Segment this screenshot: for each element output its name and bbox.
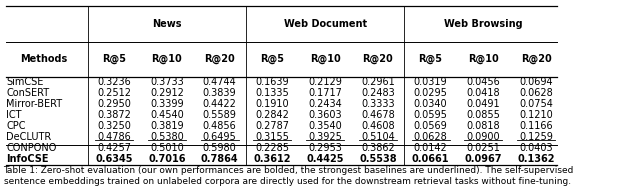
Text: 0.3925: 0.3925 (308, 132, 342, 142)
Text: 0.0754: 0.0754 (519, 99, 553, 109)
Text: 0.0900: 0.0900 (467, 132, 500, 142)
Text: 0.0818: 0.0818 (467, 121, 500, 131)
Text: 0.3236: 0.3236 (97, 77, 131, 87)
Text: 0.2512: 0.2512 (97, 88, 131, 98)
Text: 0.4744: 0.4744 (203, 77, 237, 87)
Text: R@5: R@5 (102, 54, 126, 64)
Text: Methods: Methods (20, 54, 68, 64)
Text: 0.1362: 0.1362 (517, 154, 555, 164)
Text: 0.3733: 0.3733 (150, 77, 184, 87)
Text: 0.0855: 0.0855 (467, 110, 500, 120)
Text: 0.4678: 0.4678 (361, 110, 395, 120)
Text: 0.0251: 0.0251 (467, 143, 500, 153)
Text: 0.1335: 0.1335 (255, 88, 289, 98)
Text: 0.5538: 0.5538 (359, 154, 397, 164)
Text: CONPONO: CONPONO (6, 143, 57, 153)
Text: 0.2842: 0.2842 (255, 110, 289, 120)
Text: 0.2483: 0.2483 (361, 88, 395, 98)
Text: 0.0595: 0.0595 (413, 110, 447, 120)
Text: 0.5380: 0.5380 (150, 132, 184, 142)
Text: 0.2787: 0.2787 (255, 121, 289, 131)
Text: ICT: ICT (6, 110, 22, 120)
Text: 0.6345: 0.6345 (95, 154, 133, 164)
Text: 0.1910: 0.1910 (255, 99, 289, 109)
Text: R@20: R@20 (362, 54, 393, 64)
Text: Web Document: Web Document (284, 19, 367, 29)
Text: 0.0340: 0.0340 (414, 99, 447, 109)
Text: R@20: R@20 (204, 54, 235, 64)
Text: 0.3612: 0.3612 (253, 154, 291, 164)
Text: 0.0295: 0.0295 (413, 88, 447, 98)
Text: 0.3155: 0.3155 (255, 132, 289, 142)
Text: Mirror-BERT: Mirror-BERT (6, 99, 63, 109)
Text: 0.0967: 0.0967 (465, 154, 502, 164)
Text: 0.2129: 0.2129 (308, 77, 342, 87)
Text: 0.0403: 0.0403 (519, 143, 553, 153)
Text: News: News (152, 19, 182, 29)
Text: 0.5980: 0.5980 (203, 143, 237, 153)
Text: SimCSE: SimCSE (6, 77, 44, 87)
Text: 0.0628: 0.0628 (413, 132, 447, 142)
Text: 0.4422: 0.4422 (203, 99, 237, 109)
Text: CPC: CPC (6, 121, 26, 131)
Text: Table 1: Zero-shot evaluation (our own performances are bolded, the strongest ba: Table 1: Zero-shot evaluation (our own p… (3, 166, 574, 186)
Text: 0.0628: 0.0628 (519, 88, 553, 98)
Text: R@20: R@20 (521, 54, 552, 64)
Text: 0.0694: 0.0694 (519, 77, 553, 87)
Text: 0.1259: 0.1259 (519, 132, 553, 142)
Text: 0.4786: 0.4786 (97, 132, 131, 142)
Text: 0.3603: 0.3603 (308, 110, 342, 120)
Text: R@5: R@5 (419, 54, 443, 64)
Text: ConSERT: ConSERT (6, 88, 49, 98)
Text: 0.0142: 0.0142 (413, 143, 447, 153)
Text: DeCLUTR: DeCLUTR (6, 132, 52, 142)
Text: 0.2961: 0.2961 (361, 77, 395, 87)
Text: R@10: R@10 (468, 54, 499, 64)
Text: 0.3872: 0.3872 (97, 110, 131, 120)
Text: 0.4257: 0.4257 (97, 143, 131, 153)
Text: 0.5010: 0.5010 (150, 143, 184, 153)
Text: 0.0456: 0.0456 (467, 77, 500, 87)
Text: 0.3333: 0.3333 (361, 99, 395, 109)
Text: 0.0418: 0.0418 (467, 88, 500, 98)
Text: 0.3399: 0.3399 (150, 99, 184, 109)
Text: R@10: R@10 (152, 54, 182, 64)
Text: 0.6495: 0.6495 (203, 132, 237, 142)
Text: 0.7016: 0.7016 (148, 154, 186, 164)
Text: InfoCSE: InfoCSE (6, 154, 49, 164)
Text: 0.7864: 0.7864 (201, 154, 239, 164)
Text: 0.3540: 0.3540 (308, 121, 342, 131)
Text: 0.3250: 0.3250 (97, 121, 131, 131)
Text: R@5: R@5 (260, 54, 284, 64)
Text: Web Browsing: Web Browsing (444, 19, 523, 29)
Text: 0.1639: 0.1639 (255, 77, 289, 87)
Text: 0.1717: 0.1717 (308, 88, 342, 98)
Text: 0.5589: 0.5589 (203, 110, 237, 120)
Text: 0.2434: 0.2434 (308, 99, 342, 109)
Text: 0.1166: 0.1166 (519, 121, 553, 131)
Text: 0.0491: 0.0491 (467, 99, 500, 109)
Text: 0.0319: 0.0319 (414, 77, 447, 87)
Text: 0.4856: 0.4856 (203, 121, 237, 131)
Text: 0.0661: 0.0661 (412, 154, 449, 164)
Text: 0.4540: 0.4540 (150, 110, 184, 120)
Text: 0.3819: 0.3819 (150, 121, 184, 131)
Text: 0.2950: 0.2950 (97, 99, 131, 109)
Text: 0.2953: 0.2953 (308, 143, 342, 153)
Text: 0.5104: 0.5104 (361, 132, 395, 142)
Text: 0.3862: 0.3862 (361, 143, 395, 153)
Text: 0.3839: 0.3839 (203, 88, 236, 98)
Text: 0.4425: 0.4425 (307, 154, 344, 164)
Text: 0.1210: 0.1210 (519, 110, 553, 120)
Text: 0.2285: 0.2285 (255, 143, 289, 153)
Text: 0.0569: 0.0569 (413, 121, 447, 131)
Text: 0.2912: 0.2912 (150, 88, 184, 98)
Text: 0.4608: 0.4608 (361, 121, 395, 131)
Text: R@10: R@10 (310, 54, 340, 64)
